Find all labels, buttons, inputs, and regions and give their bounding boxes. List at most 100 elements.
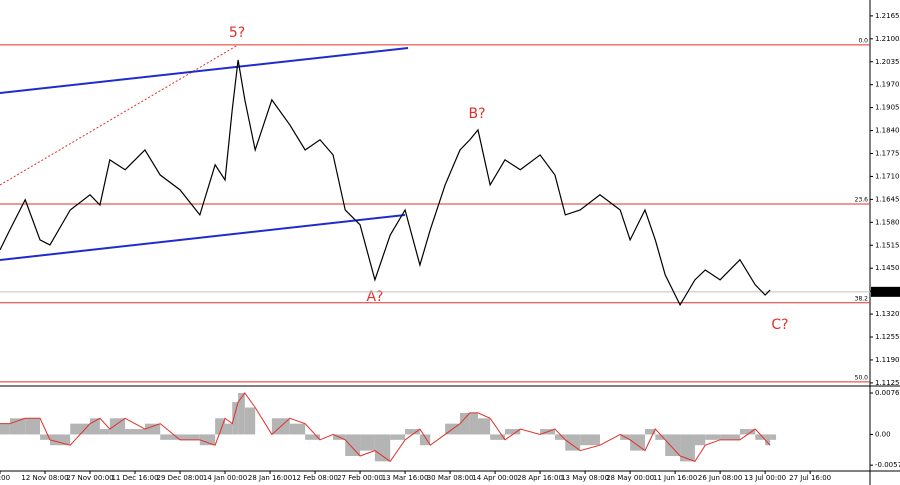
histogram-bar <box>109 418 126 435</box>
y-tick-label: 1.1125 <box>875 379 900 387</box>
y-tick-label: 1.1515 <box>875 241 900 249</box>
histogram-bar <box>720 434 740 440</box>
y-tick-label: 1.1970 <box>875 81 900 89</box>
histogram-bar <box>374 434 391 462</box>
fib-label: 23.6 <box>855 196 869 203</box>
x-tick-label: 29 Dec 08:00 <box>156 474 203 482</box>
x-tick-label: 26 Jun 08:00 <box>698 474 742 482</box>
x-tick-label: 13 Jul 00:00 <box>744 474 786 482</box>
histogram-bar <box>655 434 666 440</box>
histogram-bar <box>305 434 321 440</box>
wave-label: C? <box>771 317 788 333</box>
channel-line <box>0 214 406 261</box>
histogram-bar <box>345 434 361 456</box>
x-tick-label: 28 Jan 16:00 <box>248 474 292 482</box>
x-tick-label: 11 Jun 16:00 <box>653 474 697 482</box>
histogram-bar <box>630 434 645 451</box>
fib-label: 38.2 <box>855 295 869 302</box>
histogram-bar <box>199 434 216 446</box>
x-tick-label: 13 May 08:00 <box>561 474 609 482</box>
histogram-bar <box>580 434 600 446</box>
histogram-bar <box>70 423 91 435</box>
histogram-bar <box>554 434 566 440</box>
histogram-bar <box>25 418 41 435</box>
y-tick-label: -0.0057 <box>875 461 900 469</box>
histogram-bar <box>40 434 50 440</box>
wave-label: A? <box>366 289 383 305</box>
histogram-bar <box>705 434 721 440</box>
y-tick-label: 1.1580 <box>875 218 900 226</box>
histogram-bar <box>225 423 233 435</box>
histogram-bar <box>770 434 777 440</box>
y-tick-label: 1.1320 <box>875 310 900 318</box>
histogram-bar <box>0 423 10 435</box>
histogram-bar <box>694 434 706 446</box>
histogram-bar <box>419 434 431 446</box>
histogram-bar <box>49 434 71 446</box>
x-tick-label: 11 Dec 16:00 <box>111 474 158 482</box>
y-tick-label: 1.1450 <box>875 264 900 272</box>
wave-label: B? <box>468 106 485 122</box>
current-price-box <box>871 286 900 297</box>
histogram-bar <box>739 429 756 435</box>
histogram-bar <box>490 434 505 440</box>
histogram-bar <box>644 429 656 435</box>
histogram-bar <box>144 423 161 435</box>
histogram-bar <box>232 402 239 435</box>
histogram-bar <box>244 407 256 435</box>
y-tick-label: 0.00769 <box>875 389 900 397</box>
x-tick-label: 28 Apr 16:00 <box>517 474 563 482</box>
histogram-bar <box>99 429 110 435</box>
histogram-bar <box>289 423 306 435</box>
histogram-bar <box>565 434 581 451</box>
histogram-bar <box>469 412 478 435</box>
y-tick-label: 1.1710 <box>875 172 900 180</box>
histogram-bar <box>665 434 681 456</box>
histogram-bar <box>477 418 491 435</box>
y-tick-label: 1.2165 <box>875 12 900 20</box>
y-tick-label: 1.1905 <box>875 104 900 112</box>
histogram-bar <box>360 434 375 451</box>
x-tick-label: 30 Mar 08:00 <box>427 474 474 482</box>
y-tick-label: 1.2100 <box>875 35 900 43</box>
current-price-label: 1.1383 <box>874 288 899 296</box>
x-tick-label: 16:00 <box>0 474 10 482</box>
x-tick-label: 27 Jul 16:00 <box>789 474 831 482</box>
y-tick-label: 1.1255 <box>875 333 900 341</box>
channel-line <box>0 47 409 94</box>
histogram-bar <box>459 412 470 435</box>
y-tick-label: 1.1840 <box>875 127 900 135</box>
price-line <box>0 59 771 307</box>
x-tick-label: 14 Apr 00:00 <box>472 474 518 482</box>
y-tick-label: 1.1775 <box>875 150 900 158</box>
histogram-bar <box>90 418 100 435</box>
histogram-bar <box>755 434 766 440</box>
fib-label: 50.0 <box>855 374 869 381</box>
x-tick-label: 13 Mar 16:00 <box>382 474 429 482</box>
y-tick-label: 1.1190 <box>875 356 900 364</box>
histogram-bar <box>238 392 245 435</box>
x-tick-label: 12 Feb 08:00 <box>292 474 338 482</box>
histogram-bar <box>405 429 420 435</box>
histogram-bar <box>390 434 406 440</box>
y-tick-label: 1.2035 <box>875 58 900 66</box>
x-tick-label: 27 Feb 00:00 <box>337 474 383 482</box>
histogram-bar <box>765 434 771 446</box>
histogram-bar <box>504 429 521 435</box>
x-tick-label: 14 Jan 00:00 <box>203 474 247 482</box>
fib-label: 0.0 <box>858 37 868 44</box>
histogram-bar <box>125 429 145 435</box>
x-tick-label: 12 Nov 08:00 <box>21 474 68 482</box>
wave-label: 5? <box>229 25 245 41</box>
histogram-bar <box>215 418 226 435</box>
histogram-bar <box>180 434 200 440</box>
x-tick-label: 27 Nov 00:00 <box>66 474 113 482</box>
y-tick-label: 0.00 <box>875 430 891 438</box>
x-tick-label: 28 May 00:00 <box>606 474 654 482</box>
histogram-bar <box>680 434 695 462</box>
y-tick-label: 1.1645 <box>875 195 900 203</box>
histogram-bar <box>160 434 181 440</box>
signal-line <box>0 392 771 463</box>
